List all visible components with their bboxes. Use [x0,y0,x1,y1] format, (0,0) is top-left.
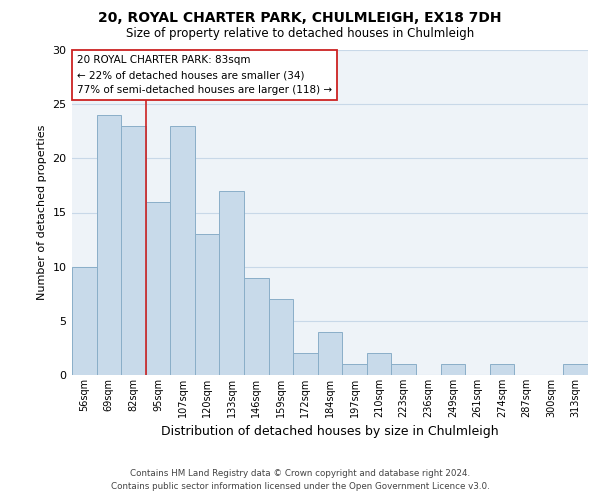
Text: Contains HM Land Registry data © Crown copyright and database right 2024.
Contai: Contains HM Land Registry data © Crown c… [110,469,490,491]
Bar [170,126,195,375]
X-axis label: Distribution of detached houses by size in Chulmleigh: Distribution of detached houses by size … [161,426,499,438]
Bar [563,364,588,375]
Text: Size of property relative to detached houses in Chulmleigh: Size of property relative to detached ho… [126,28,474,40]
Bar [269,299,293,375]
Bar [440,364,465,375]
Bar [391,364,416,375]
Y-axis label: Number of detached properties: Number of detached properties [37,125,47,300]
Bar [244,278,269,375]
Bar [195,234,220,375]
Text: 20 ROYAL CHARTER PARK: 83sqm
← 22% of detached houses are smaller (34)
77% of se: 20 ROYAL CHARTER PARK: 83sqm ← 22% of de… [77,56,332,95]
Bar [146,202,170,375]
Bar [342,364,367,375]
Bar [490,364,514,375]
Bar [220,191,244,375]
Bar [318,332,342,375]
Text: 20, ROYAL CHARTER PARK, CHULMLEIGH, EX18 7DH: 20, ROYAL CHARTER PARK, CHULMLEIGH, EX18… [98,11,502,25]
Bar [97,115,121,375]
Bar [367,354,391,375]
Bar [72,266,97,375]
Bar [293,354,318,375]
Bar [121,126,146,375]
